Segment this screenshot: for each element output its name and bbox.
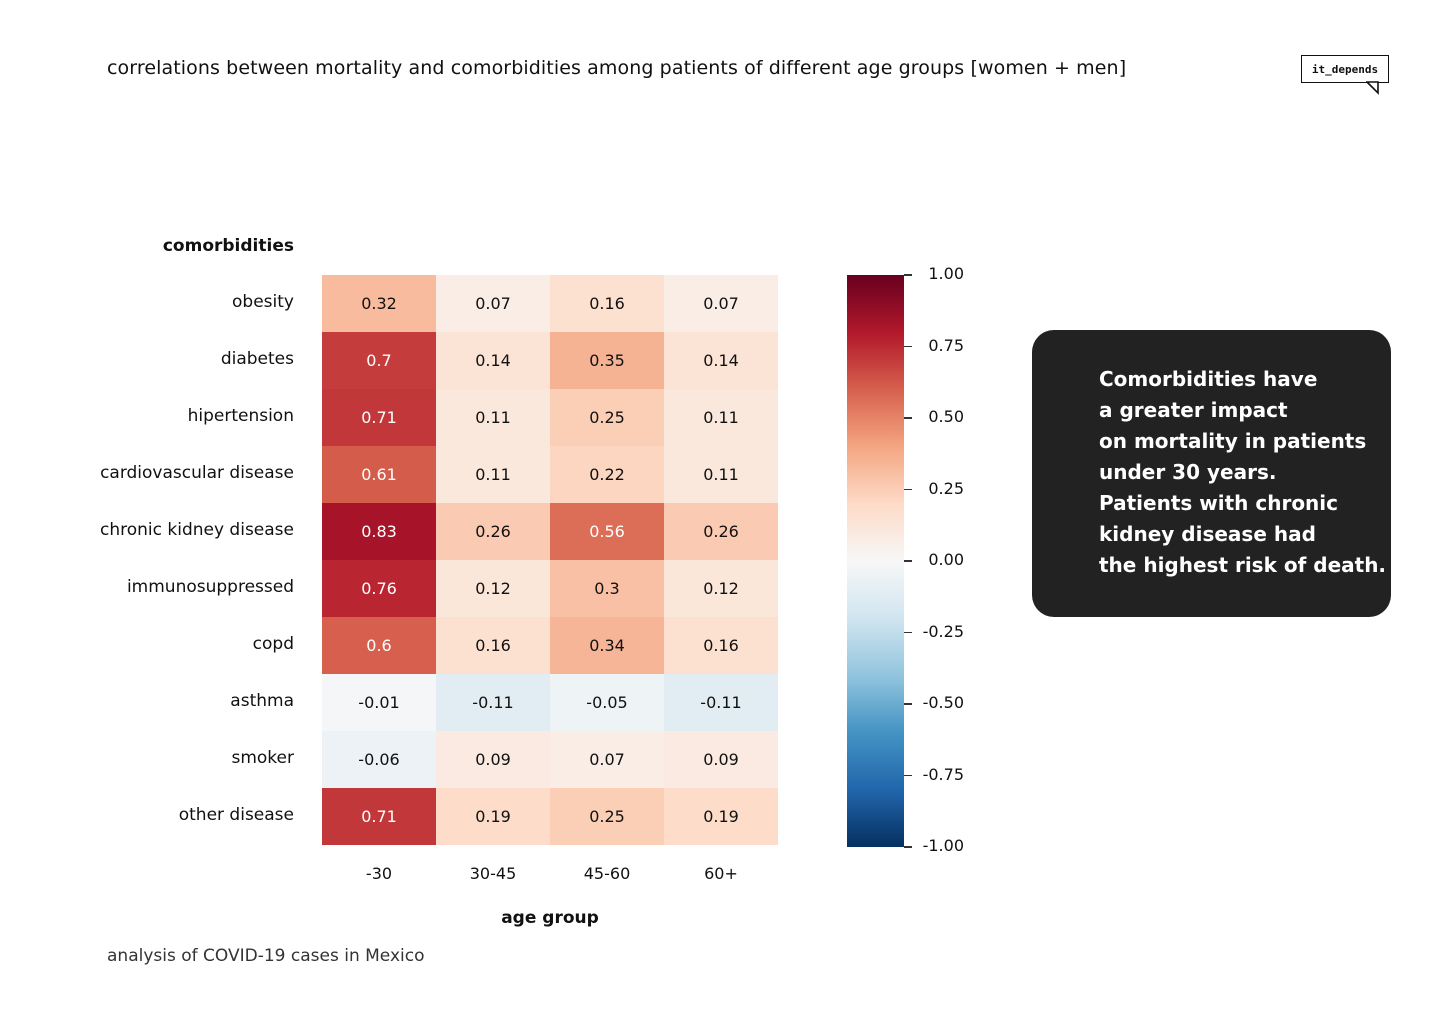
colorbar-tick-label: 0.00 xyxy=(928,550,964,569)
heatmap-cell: 0.32 xyxy=(322,275,436,332)
annotation-line: a greater impact xyxy=(1099,398,1288,422)
heatmap-cell: 0.11 xyxy=(664,389,778,446)
heatmap-cell: 0.35 xyxy=(550,332,664,389)
y-axis-title: comorbidities xyxy=(162,236,294,256)
heatmap-cell: 0.14 xyxy=(436,332,550,389)
x-axis-title: age group xyxy=(501,908,599,928)
heatmap-cell: 0.25 xyxy=(550,788,664,845)
colorbar-tick xyxy=(904,631,912,633)
logo-badge: it_depends xyxy=(1301,55,1389,83)
heatmap-cell: 0.71 xyxy=(322,788,436,845)
heatmap-cell: -0.05 xyxy=(550,674,664,731)
heatmap-cell: 0.61 xyxy=(322,446,436,503)
colorbar-tick xyxy=(904,345,912,347)
heatmap-cell: 0.16 xyxy=(436,617,550,674)
column-label: 30-45 xyxy=(469,864,517,883)
column-label: 60+ xyxy=(704,864,738,883)
heatmap-cell: 0.56 xyxy=(550,503,664,560)
colorbar-tick-label: 0.50 xyxy=(928,407,964,426)
row-label: immunosuppressed xyxy=(126,577,294,597)
colorbar-tick-label: -0.75 xyxy=(922,764,964,784)
chart-title: correlations between mortality and comor… xyxy=(107,57,1127,79)
annotation-line: Comorbidities have xyxy=(1099,367,1318,391)
footer-source: analysis of COVID-19 cases in Mexico xyxy=(107,946,425,966)
colorbar-tick xyxy=(904,560,912,562)
annotation-line: kidney disease had xyxy=(1099,522,1316,546)
row-label: hipertension xyxy=(187,406,294,426)
heatmap-cell: 0.11 xyxy=(436,446,550,503)
row-label: chronic kidney disease xyxy=(99,520,294,540)
colorbar-tick-label: 1.00 xyxy=(928,264,964,283)
colorbar-tick-label: -0.25 xyxy=(922,621,964,641)
heatmap-cell: 0.6 xyxy=(322,617,436,674)
colorbar-tick-label: 0.75 xyxy=(928,335,964,355)
row-label: copd xyxy=(252,634,294,654)
speech-tail-icon xyxy=(1366,81,1379,95)
heatmap-cell: 0.25 xyxy=(550,389,664,446)
heatmap-cell: 0.09 xyxy=(436,731,550,788)
heatmap-cell: 0.07 xyxy=(664,275,778,332)
row-label: cardiovascular disease xyxy=(100,463,294,483)
heatmap-cell: 0.7 xyxy=(322,332,436,389)
heatmap-cell: 0.11 xyxy=(436,389,550,446)
heatmap-cell: 0.09 xyxy=(664,731,778,788)
colorbar-tick xyxy=(904,488,912,490)
colorbar-tick xyxy=(904,846,912,848)
heatmap-cell: 0.07 xyxy=(436,275,550,332)
colorbar xyxy=(847,275,904,847)
heatmap-cell: -0.01 xyxy=(322,674,436,731)
heatmap-cell: 0.16 xyxy=(550,275,664,332)
heatmap-cell: 0.22 xyxy=(550,446,664,503)
heatmap-cell: 0.07 xyxy=(550,731,664,788)
colorbar-tick xyxy=(904,417,912,419)
heatmap-cell: 0.3 xyxy=(550,560,664,617)
row-label: obesity xyxy=(232,292,294,312)
annotation-line: under 30 years. xyxy=(1099,460,1277,484)
column-label: -30 xyxy=(365,864,393,883)
heatmap-cell: 0.26 xyxy=(664,503,778,560)
heatmap-cell: -0.11 xyxy=(664,674,778,731)
heatmap-cell: -0.06 xyxy=(322,731,436,788)
heatmap-cell: 0.12 xyxy=(436,560,550,617)
row-label: smoker xyxy=(231,748,294,768)
annotation-line: Patients with chronic xyxy=(1099,491,1339,515)
heatmap-cell: 0.19 xyxy=(436,788,550,845)
column-label: 45-60 xyxy=(583,864,631,883)
heatmap-cell: 0.12 xyxy=(664,560,778,617)
colorbar-tick xyxy=(904,774,912,776)
annotation-line: on mortality in patients xyxy=(1099,429,1367,453)
heatmap-cell: 0.71 xyxy=(322,389,436,446)
heatmap-cell: 0.14 xyxy=(664,332,778,389)
heatmap-cell: 0.19 xyxy=(664,788,778,845)
heatmap-cell: 0.11 xyxy=(664,446,778,503)
colorbar-tick-label: -1.00 xyxy=(922,836,964,855)
colorbar-tick xyxy=(904,274,912,276)
annotation-line: the highest risk of death. xyxy=(1099,553,1387,577)
colorbar-tick-label: 0.25 xyxy=(928,478,964,498)
heatmap-cell: 0.76 xyxy=(322,560,436,617)
annotation-box: Comorbidities have a greater impact on m… xyxy=(1032,330,1391,617)
row-label: other disease xyxy=(178,805,294,825)
colorbar-tick-label: -0.50 xyxy=(922,693,964,712)
row-label: diabetes xyxy=(220,349,294,369)
heatmap-cell: -0.11 xyxy=(436,674,550,731)
heatmap-cell: 0.16 xyxy=(664,617,778,674)
heatmap-cell: 0.26 xyxy=(436,503,550,560)
heatmap-cell: 0.83 xyxy=(322,503,436,560)
heatmap-cell: 0.34 xyxy=(550,617,664,674)
colorbar-tick xyxy=(904,703,912,705)
row-label: asthma xyxy=(230,691,294,711)
